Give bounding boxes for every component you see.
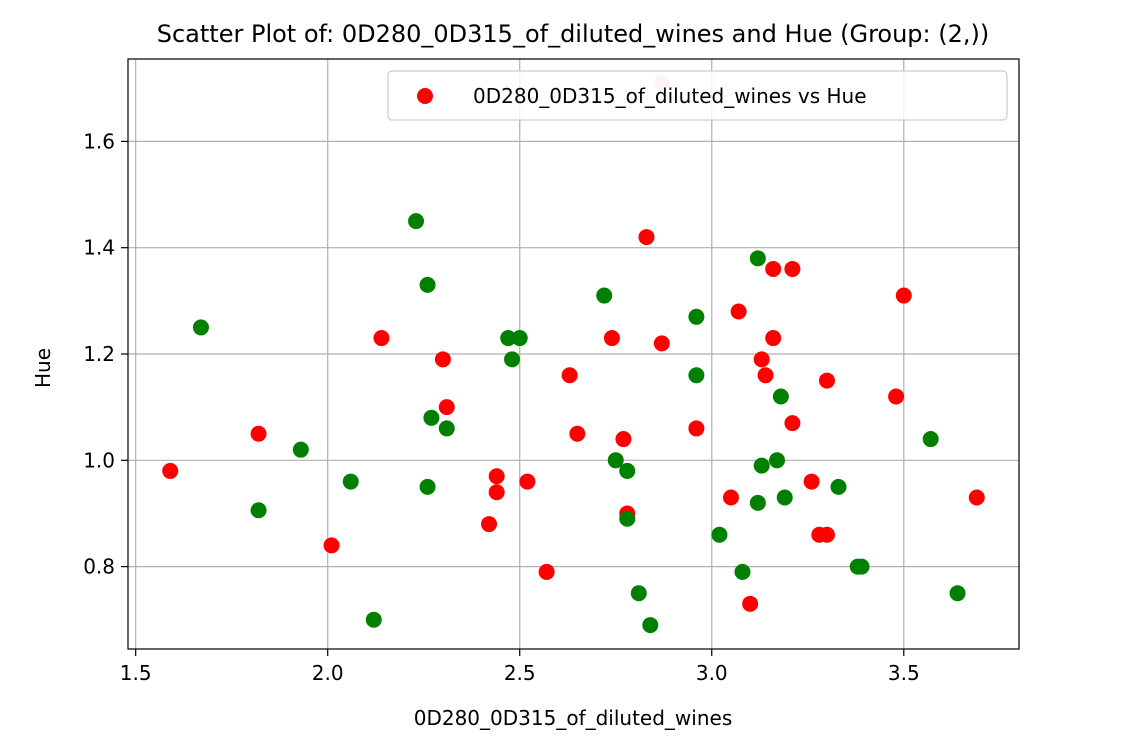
scatter-point: [642, 617, 659, 634]
scatter-point: [688, 367, 705, 384]
scatter-point: [784, 415, 801, 432]
y-tick-label: 1.0: [83, 448, 115, 472]
x-tick-label: 3.0: [696, 661, 728, 685]
scatter-point: [888, 388, 905, 405]
scatter-point: [753, 457, 770, 474]
scatter-point: [749, 494, 766, 511]
legend: 0D280_0D315_of_diluted_wines vs Hue: [387, 70, 1008, 121]
scatter-point: [615, 431, 632, 448]
scatter-point: [504, 351, 521, 368]
scatter-point: [438, 420, 455, 437]
scatter-point: [373, 330, 390, 347]
scatter-point: [749, 250, 766, 267]
scatter-point: [711, 526, 728, 543]
scatter-point: [830, 478, 847, 495]
scatter-point: [630, 585, 647, 602]
scatter-point: [922, 431, 939, 448]
scatter-point: [619, 510, 636, 527]
scatter-point: [408, 213, 425, 230]
chart-title: Scatter Plot of: 0D280_0D315_of_diluted_…: [157, 20, 990, 48]
y-tick-label: 1.2: [83, 342, 115, 366]
scatter-point: [722, 489, 739, 506]
scatter-point: [292, 441, 309, 458]
y-tick-label: 1.6: [83, 129, 115, 153]
scatter-point: [653, 335, 670, 352]
scatter-point: [603, 330, 620, 347]
scatter-point: [419, 276, 436, 293]
scatter-point: [250, 502, 267, 519]
scatter-point: [772, 388, 789, 405]
scatter-point: [569, 425, 586, 442]
y-tick-label: 0.8: [83, 555, 115, 579]
scatter-point: [769, 452, 786, 469]
x-tick-label: 2.5: [504, 661, 536, 685]
scatter-point: [192, 319, 209, 336]
scatter-point: [638, 229, 655, 246]
scatter-point: [757, 367, 774, 384]
scatter-point: [818, 372, 835, 389]
scatter-point: [607, 452, 624, 469]
scatter-point: [730, 303, 747, 320]
data-points: [162, 74, 985, 634]
scatter-point: [818, 526, 835, 543]
scatter-point: [776, 489, 793, 506]
scatter-point: [481, 516, 498, 533]
scatter-point: [423, 409, 440, 426]
legend-marker: [417, 88, 433, 104]
scatter-point: [688, 420, 705, 437]
scatter-point: [734, 563, 751, 580]
scatter-point: [365, 611, 382, 628]
scatter-point: [323, 537, 340, 554]
scatter-point: [519, 473, 536, 490]
scatter-point: [688, 308, 705, 325]
scatter-point: [765, 260, 782, 277]
scatter-point: [511, 330, 528, 347]
y-axis-label: Hue: [31, 348, 55, 388]
scatter-point: [784, 260, 801, 277]
scatter-point: [803, 473, 820, 490]
scatter-point: [968, 489, 985, 506]
scatter-point: [895, 287, 912, 304]
scatter-point: [619, 462, 636, 479]
grid-lines: [128, 59, 1019, 649]
scatter-point: [538, 563, 555, 580]
scatter-point: [250, 425, 267, 442]
scatter-point: [853, 558, 870, 575]
scatter-point: [488, 468, 505, 485]
x-tick-label: 2.0: [312, 661, 344, 685]
x-tick-label: 1.5: [120, 661, 152, 685]
legend-label: 0D280_0D315_of_diluted_wines vs Hue: [473, 84, 867, 108]
scatter-point: [753, 351, 770, 368]
scatter-point: [561, 367, 578, 384]
scatter-point: [419, 478, 436, 495]
scatter-point: [596, 287, 613, 304]
scatter-point: [488, 484, 505, 501]
scatter-point: [500, 330, 517, 347]
scatter-point: [434, 351, 451, 368]
axis-ticks: 1.5 2.0 2.5 3.0 3.5 0.8 1.0 1.2 1.4 1.6: [83, 129, 920, 685]
x-tick-label: 3.5: [888, 661, 920, 685]
legend-box: [387, 70, 1008, 121]
scatter-point: [742, 595, 759, 612]
scatter-point: [949, 585, 966, 602]
scatter-point: [438, 399, 455, 416]
y-tick-label: 1.4: [83, 236, 115, 260]
scatter-point: [765, 330, 782, 347]
x-axis-label: 0D280_0D315_of_diluted_wines: [414, 706, 733, 730]
scatter-point: [342, 473, 359, 490]
scatter-point: [162, 462, 179, 479]
